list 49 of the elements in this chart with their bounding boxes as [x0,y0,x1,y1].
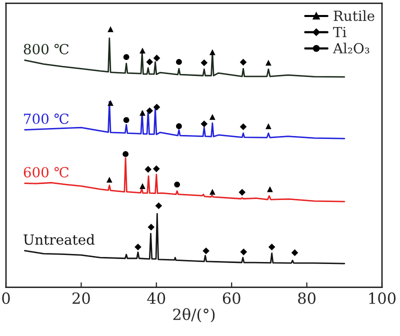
point [108,100,114,106]
point [153,54,160,62]
point [200,120,208,128]
point [209,49,216,56]
series-label: 600 ℃ [24,166,69,178]
point [266,123,272,130]
point [153,165,160,172]
point [266,60,272,66]
x-tick-label: 80 [298,292,316,304]
point [174,182,180,188]
point [134,244,142,250]
x-tick-label: 100 [369,292,396,304]
point [155,202,162,210]
point [209,188,216,195]
point [202,247,210,254]
point [240,58,247,66]
point [267,186,273,192]
point [144,166,152,173]
point [291,249,298,256]
x-tick-label: 0 [2,292,10,304]
point [240,123,247,130]
point [240,248,248,256]
point [148,224,155,231]
point [268,244,276,250]
x-tick-label: 60 [222,292,240,304]
series-label: 700 ℃ [24,114,69,124]
point [176,123,182,130]
point [176,59,182,65]
legend-label: Ti [333,26,346,38]
point [153,104,160,111]
x-tick-label: 40 [147,292,166,304]
point [108,26,114,32]
series-label: 800 ℃ [24,44,69,54]
point [146,107,154,114]
legend-label: Al₂O₃ [332,42,370,54]
legend-label: Rutile [334,10,374,22]
point [122,151,129,158]
point [106,176,112,183]
x-tick-label: 20 [72,292,90,304]
point [209,114,216,120]
point [123,117,130,123]
point [200,59,208,66]
point [140,48,146,54]
x-axis-title: 2θ/(°) [173,308,215,322]
point [140,183,146,190]
point [146,58,154,66]
point [123,54,130,60]
point [238,188,246,196]
series-label: Untreated [24,234,95,245]
